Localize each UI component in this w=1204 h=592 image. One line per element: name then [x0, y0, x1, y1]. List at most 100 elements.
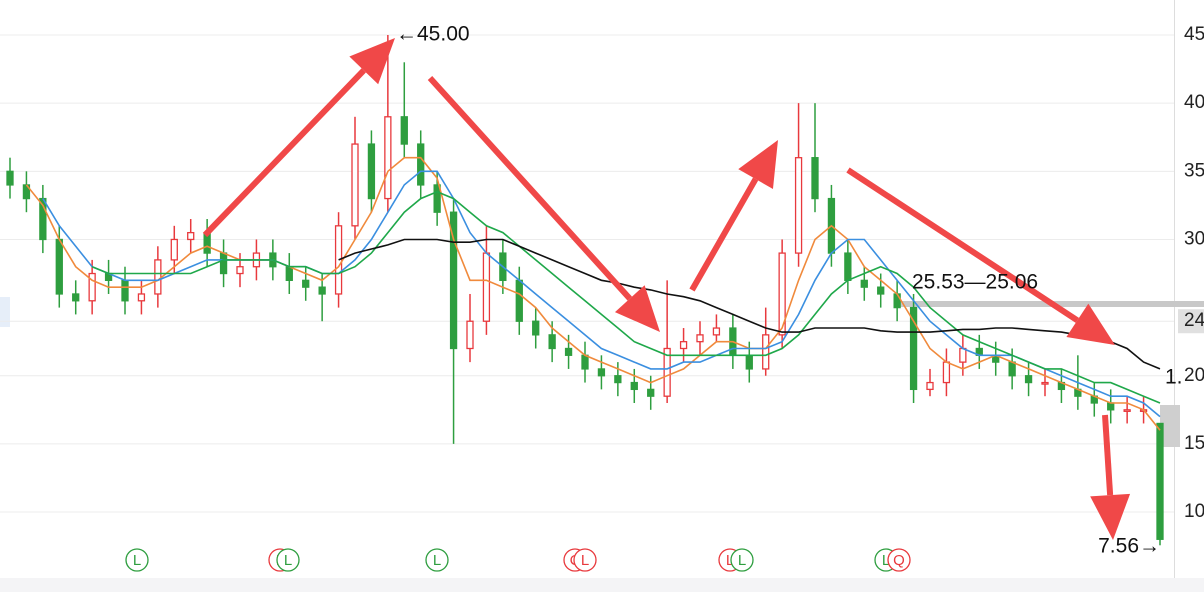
candle-body: [581, 354, 589, 370]
candle-body: [55, 238, 63, 295]
moving-average-line: [25, 156, 1161, 431]
event-marker-label: L: [433, 552, 441, 569]
candle-body: [137, 293, 146, 302]
candle-body: [1008, 361, 1016, 377]
candle-body: [482, 252, 491, 322]
event-marker: [730, 548, 754, 572]
candle-body: [844, 252, 852, 281]
annotation: 1.: [1165, 366, 1183, 389]
left-band: [0, 297, 10, 327]
candle-body: [351, 143, 359, 227]
candle-body: [909, 306, 918, 391]
candle-body: [877, 286, 885, 295]
y-tick-label: 24: [1184, 310, 1204, 331]
candle-body: [1156, 422, 1164, 540]
candle-body: [466, 320, 474, 350]
candle-body: [1107, 402, 1115, 411]
candle-body: [515, 279, 523, 322]
arrow-shaft: [689, 177, 759, 292]
candle-body: [400, 116, 408, 145]
event-marker-label: L: [133, 552, 141, 569]
candle-body: [1123, 409, 1131, 412]
candle-body: [449, 211, 458, 350]
candle-body: [72, 293, 80, 302]
candle-body: [187, 231, 195, 241]
candle-body: [778, 252, 786, 336]
candle-body: [236, 266, 244, 275]
marks: [6, 35, 1164, 546]
y-tick-label: 45: [1184, 24, 1204, 45]
event-marker: [125, 548, 149, 572]
candle-body: [794, 157, 803, 254]
candle-body: [811, 157, 819, 200]
y-tick-label: 20: [1184, 365, 1204, 386]
candle-body: [154, 259, 162, 295]
candle-body: [647, 388, 655, 397]
grid: [0, 34, 1174, 513]
candle-body: [926, 381, 934, 391]
y-tick-label: 40: [1184, 92, 1204, 113]
candle-body: [334, 225, 343, 295]
annotation: 7.56→: [1098, 535, 1160, 558]
event-marker: [887, 548, 911, 572]
candle-body: [959, 347, 967, 363]
candle-body: [532, 320, 540, 336]
candle-body: [597, 368, 606, 377]
candle-body: [121, 279, 129, 302]
event-marker: [276, 548, 300, 572]
arrow-shaft: [427, 75, 633, 301]
candle-body: [745, 354, 753, 370]
labels: 10 15 20 24 30 35 40 45 ←45.00 7.56→ 25.53—25.06 1.…: [125, 23, 1204, 572]
y-tick-label: 15: [1184, 433, 1204, 454]
candle-body: [170, 238, 178, 261]
candle-body: [548, 334, 556, 350]
candle-body: [614, 375, 622, 384]
y-tick-label: 10: [1184, 501, 1204, 522]
candle-body: [384, 116, 392, 200]
arrow-head: [1090, 493, 1131, 540]
candle-body: [285, 266, 293, 281]
event-marker-label: L: [726, 552, 734, 569]
arrow-head: [349, 38, 395, 85]
candle-body: [302, 279, 310, 288]
event-marker-label: Q: [893, 552, 905, 569]
price-range-box: [1160, 405, 1180, 447]
arrows: [202, 38, 1131, 540]
candle-body: [367, 143, 376, 200]
candle-body: [860, 279, 868, 288]
arrow-shaft: [202, 68, 366, 238]
candle-body: [88, 272, 96, 302]
candle-body: [942, 361, 951, 384]
annotation: ←45.00: [396, 23, 470, 46]
arrow-shaft: [1102, 414, 1114, 496]
candle-body: [1041, 381, 1049, 385]
event-marker: [573, 548, 597, 572]
candle-body: [219, 252, 228, 275]
y-tick-label: 30: [1184, 228, 1204, 249]
candle-body: [39, 197, 47, 241]
candle-body: [1024, 375, 1033, 384]
candle-body: [630, 381, 638, 391]
annotation: 25.53—25.06: [912, 271, 1038, 294]
moving-average-line: [338, 238, 1161, 370]
axis-line: [1174, 0, 1175, 578]
candle-body: [712, 327, 721, 336]
candle-body: [762, 334, 770, 370]
current-price-tag: [1178, 309, 1204, 334]
candle-body: [564, 347, 573, 356]
event-marker-label: L: [882, 552, 890, 569]
event-marker-label: L: [284, 552, 292, 569]
arrow-head: [738, 140, 778, 189]
arrow-head: [614, 285, 660, 332]
arrow-head: [1066, 303, 1115, 345]
candle-body: [417, 143, 425, 186]
moving-average-line: [91, 190, 1161, 404]
candle-body: [6, 170, 14, 186]
candle-body: [696, 334, 704, 343]
candle-body: [679, 341, 688, 350]
arrow-shaft: [846, 167, 1080, 323]
event-marker-label: L: [581, 552, 589, 569]
